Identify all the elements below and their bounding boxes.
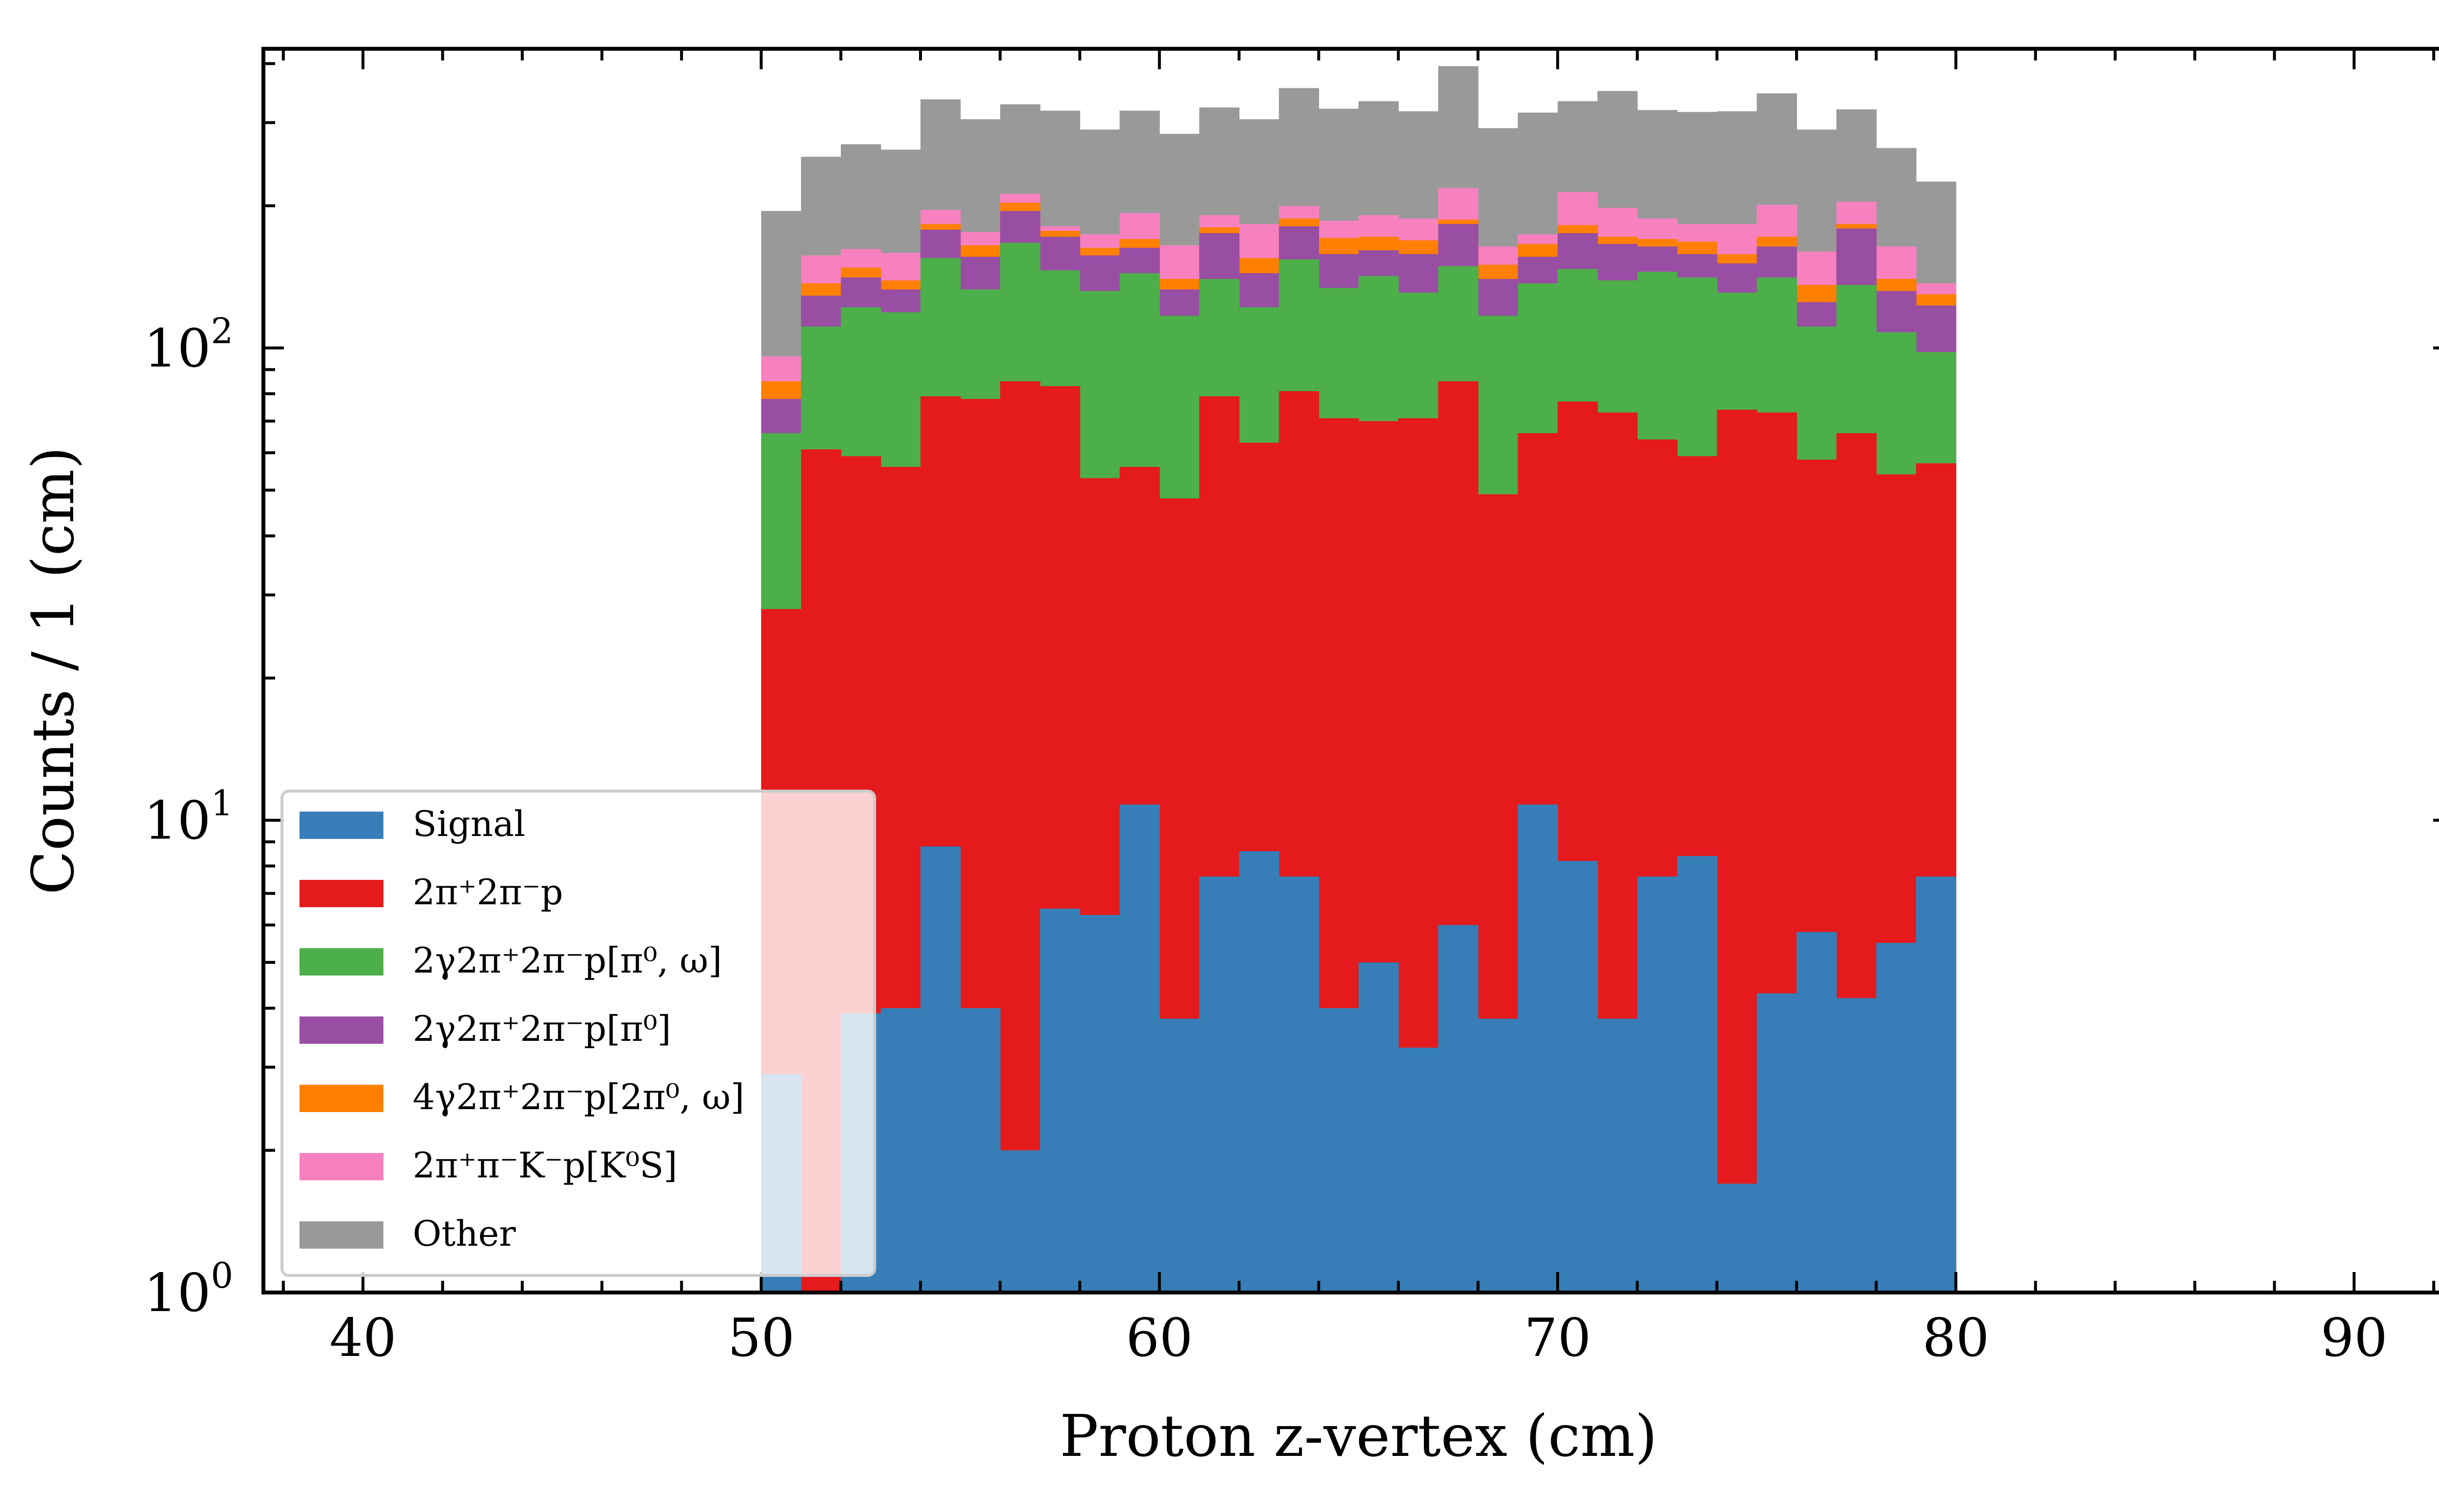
y-tick-label: 101 [144, 783, 233, 852]
x-tick-label: 60 [1126, 1308, 1193, 1369]
bar-1-bin-13 [1279, 876, 1319, 1293]
y-tick-base: 10 [144, 318, 211, 379]
bar-1-bin-3 [880, 1008, 921, 1293]
bar-1-bin-27 [1836, 998, 1877, 1293]
bar-1-bin-18 [1478, 1018, 1519, 1293]
y-tick-base: 10 [144, 1263, 211, 1324]
bar-1-bin-9 [1120, 804, 1160, 1293]
legend-label: 2π⁺π⁻K⁻p[K⁰S] [413, 1145, 678, 1186]
bar-1-bin-28 [1876, 943, 1917, 1293]
bar-1-bin-29 [1916, 876, 1957, 1293]
legend-swatch [300, 812, 383, 839]
y-tick-base: 10 [144, 791, 211, 852]
bar-1-bin-20 [1558, 861, 1598, 1293]
bar-1-bin-21 [1597, 1018, 1638, 1293]
legend-label: 2γ2π⁺2π⁻p[π⁰, ω] [413, 940, 722, 981]
bar-1-bin-10 [1159, 1018, 1200, 1293]
legend-label: 2γ2π⁺2π⁻p[π⁰] [413, 1008, 671, 1049]
y-tick-exponent: 0 [211, 1255, 233, 1296]
bar-1-bin-26 [1797, 932, 1837, 1293]
bar-1-bin-25 [1757, 993, 1797, 1293]
bar-2-bin-6 [1000, 381, 1040, 1293]
bar-1-bin-5 [960, 1008, 1001, 1293]
legend: Signal 2π⁺2π⁻p 2γ2π⁺2π⁻p[π⁰, ω] 2γ2π⁺2π⁻p[π… [280, 790, 876, 1277]
legend-label: Other [413, 1213, 516, 1254]
legend-swatch [300, 1016, 383, 1044]
bar-1-bin-23 [1677, 856, 1718, 1293]
bar-1-bin-11 [1199, 876, 1239, 1293]
y-axis-label: Counts / 1 (cm) [20, 447, 87, 895]
x-tick-labels: 40 50 60 70 80 90 [329, 1308, 2387, 1369]
legend-label: 2π⁺2π⁻p [413, 872, 563, 913]
bar-1-bin-7 [1040, 908, 1080, 1293]
legend-swatch [300, 1085, 383, 1112]
bar-1-bin-15 [1359, 962, 1399, 1293]
legend-swatch [300, 1153, 383, 1180]
legend-label: 4γ2π⁺2π⁻p[2π⁰, ω] [413, 1076, 744, 1117]
y-tick-label: 102 [144, 310, 233, 379]
bar-1-bin-19 [1518, 804, 1558, 1293]
legend-box [280, 790, 876, 1277]
bar-1-bin-8 [1080, 915, 1120, 1293]
x-axis-label: Proton z-vertex (cm) [1060, 1402, 1657, 1470]
x-axis-label-text: Proton z-vertex (cm) [1060, 1402, 1657, 1470]
bar-1-bin-4 [920, 846, 961, 1293]
x-tick-label: 90 [2320, 1308, 2387, 1369]
bar-1-bin-6 [1000, 1150, 1040, 1293]
bar-1-bin-17 [1438, 925, 1479, 1293]
x-tick-label: 40 [329, 1308, 396, 1369]
bar-1-bin-16 [1398, 1047, 1439, 1293]
bar-2-bin-24 [1717, 410, 1758, 1293]
x-tick-label: 50 [728, 1308, 795, 1369]
legend-swatch [300, 948, 383, 975]
x-tick-label: 80 [1922, 1308, 1989, 1369]
y-tick-exponent: 1 [211, 783, 233, 824]
bar-1-bin-22 [1637, 876, 1678, 1293]
legend-swatch [300, 1221, 383, 1249]
bar-1-bin-24 [1717, 1183, 1758, 1293]
histogram-bars [761, 66, 1957, 1293]
plot-frame [261, 47, 2439, 1294]
x-tick-label: 70 [1524, 1308, 1591, 1369]
bar-1-bin-14 [1319, 1008, 1359, 1293]
legend-swatch [300, 880, 383, 907]
bar-1-bin-12 [1239, 851, 1279, 1293]
legend-label: Signal [413, 803, 525, 844]
y-tick-exponent: 2 [211, 310, 233, 351]
y-tick-label: 100 [144, 1255, 233, 1324]
